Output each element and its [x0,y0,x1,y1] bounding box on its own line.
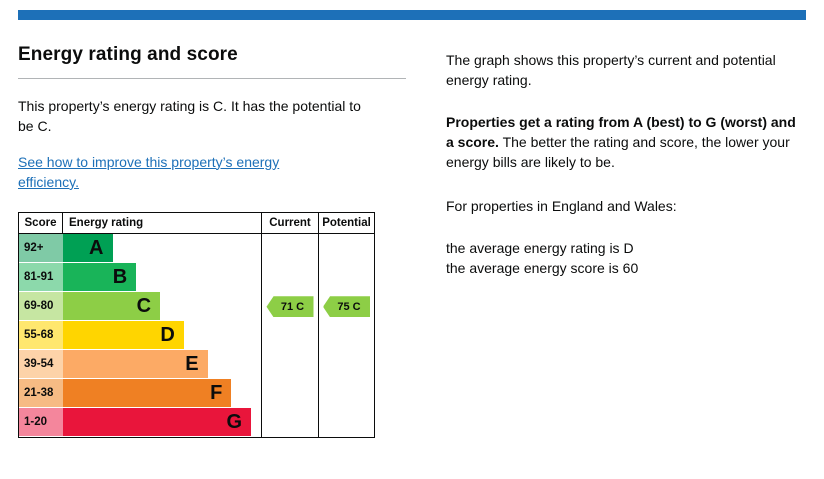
band-row-b: B [63,263,261,293]
band-row-e: E [63,350,261,380]
graph-explainer-text: The graph shows this property’s current … [446,52,776,89]
heading-divider [18,78,406,79]
rating-explainer-text: Properties get a rating from A (best) to… [446,112,806,173]
epc-band-letter: B [112,266,128,289]
epc-band-letter: G [226,411,243,434]
epc-bar-b: B [63,263,137,292]
epc-bar-e: E [63,350,208,379]
rating-explainer-rest: The better the rating and score, the low… [446,133,790,171]
current-rating-column: 71 C [261,234,318,438]
epc-page: Energy rating and score This property’s … [18,10,806,439]
average-score-line: the average energy score is 60 [446,260,639,277]
average-rating-line: the average energy rating is D [446,239,634,256]
rating-summary-text: This property’s energy rating is C. It h… [18,98,361,135]
potential-rating-arrow: 75 C [323,296,370,318]
score-range-b: 81-91 [19,263,63,293]
score-range-e: 39-54 [19,350,63,380]
epc-bar-f: F [63,379,232,408]
potential-rating-column: 75 C [318,234,374,438]
band-row-c: C [63,292,261,322]
improve-efficiency-link[interactable]: See how to improve this property’s energ… [18,153,280,190]
epc-rating-chart: Score Energy rating Current Potential 92… [18,212,375,439]
epc-band-letter: A [89,237,104,260]
left-column: Energy rating and score This property’s … [18,32,406,439]
column-header-energy-rating: Energy rating [63,213,261,235]
band-row-f: F [63,379,261,409]
page-title: Energy rating and score [18,44,238,65]
epc-bar-g: G [63,408,252,437]
score-range-c: 69-80 [19,292,63,322]
epc-band-letter: D [160,324,175,347]
column-header-score: Score [19,213,63,235]
score-range-g: 1-20 [19,408,63,438]
right-column: The graph shows this property’s current … [446,32,806,299]
band-row-d: D [63,321,261,351]
score-range-d: 55-68 [19,321,63,351]
epc-bar-a: A [63,234,113,263]
score-range-f: 21-38 [19,379,63,409]
content-columns: Energy rating and score This property’s … [18,32,806,439]
epc-band-letter: C [136,295,152,318]
epc-band-letter: F [210,382,223,405]
band-row-a: A [63,234,261,264]
current-rating-arrow: 71 C [266,296,314,318]
rating-explainer-bold: Properties get a rating from A (best) to… [446,113,796,150]
score-range-a: 92+ [19,234,63,264]
top-accent-bar [18,10,806,20]
epc-bar-c: C [63,292,161,321]
band-row-g: G [63,408,261,438]
england-wales-text: For properties in England and Wales: [446,198,677,215]
averages-text: the average energy rating is D the averag… [446,238,806,279]
column-header-current: Current [261,213,318,235]
epc-band-letter: E [185,353,199,376]
epc-bar-d: D [63,321,184,350]
column-header-potential: Potential [318,213,374,235]
